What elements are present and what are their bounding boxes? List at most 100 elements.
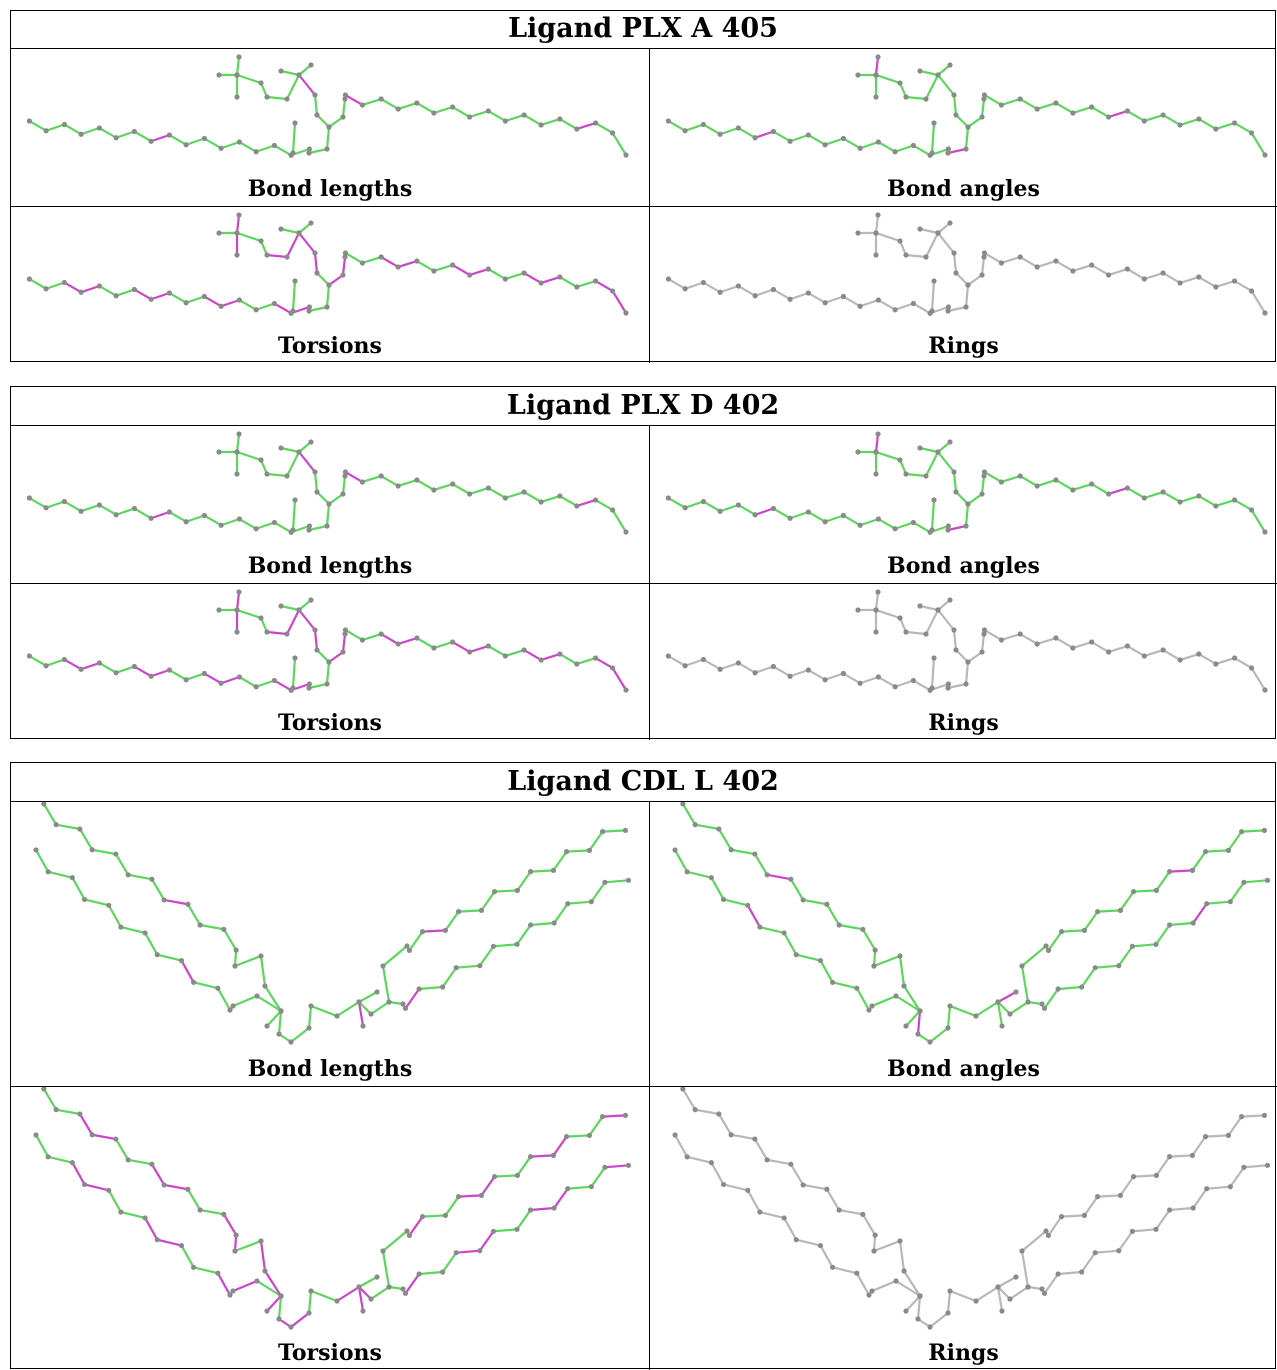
atom [502,276,508,282]
atom [1204,901,1210,907]
atom [557,116,563,122]
atom [910,300,916,307]
atom [752,851,758,857]
atom [1025,999,1031,1005]
atom [1043,943,1049,949]
atom [945,523,951,529]
bond [35,1134,50,1158]
atom [43,505,49,511]
bond [156,953,182,962]
atom [770,505,776,512]
atom [931,655,937,661]
bond [894,302,914,311]
atom [113,293,119,299]
atom [326,659,332,665]
bond [273,521,292,534]
atom [931,278,937,284]
bond [316,114,330,128]
atom [998,479,1005,485]
atom [860,926,866,932]
bond [1133,889,1157,893]
atom [935,230,941,236]
atom [557,274,563,280]
bond [277,1010,283,1035]
bond [919,69,939,77]
bond [930,280,936,312]
atom [1196,116,1202,122]
atom [817,957,824,964]
atom [973,1298,979,1304]
bond [1162,272,1181,284]
atom [720,896,727,903]
atom [264,629,270,635]
bond [919,446,939,454]
atom [623,687,629,693]
atom [113,670,119,676]
bond [873,954,901,968]
atom [1166,1154,1173,1160]
bond [937,222,951,234]
atom [395,106,401,112]
bond [232,1279,258,1293]
atom [442,927,449,933]
bond [199,923,225,931]
atom [602,1164,608,1170]
bond [55,823,81,831]
bond [63,658,82,671]
bond [98,127,117,139]
bond [1162,114,1181,126]
bond [310,1004,338,1018]
bond [1095,964,1119,969]
bond [487,487,506,499]
bond [444,1195,460,1217]
atom [314,112,320,118]
atom [215,1270,221,1276]
atom [805,667,811,673]
bond [1072,482,1092,492]
atom [910,519,916,526]
atom [414,477,420,483]
atom [292,655,298,661]
bond [684,281,704,290]
bond [487,645,506,657]
bond [611,509,627,533]
atom [927,1324,933,1330]
bond [523,114,542,126]
atom [450,262,456,268]
bond [559,276,578,288]
bond [877,518,896,530]
atom [836,1207,842,1213]
bond [397,478,418,488]
bond [232,994,258,1008]
atom [903,471,909,477]
bond [433,263,453,273]
bond [1091,106,1110,118]
bond [1243,1164,1268,1169]
atom [897,615,903,621]
bond [452,106,471,118]
atom [1129,943,1136,949]
bond [1234,280,1253,292]
bond [336,1001,360,1017]
bond [540,652,561,662]
bond [47,1155,73,1164]
atom [278,1293,284,1299]
bond [567,1185,592,1190]
atom [183,677,189,683]
bond [1108,109,1128,119]
bond [168,511,187,523]
atom [342,631,348,637]
bond [919,227,939,235]
atom [324,523,330,529]
atom [538,280,544,286]
bond [838,1208,864,1216]
atom [1189,1152,1196,1158]
bond [552,1135,568,1157]
bond [737,127,756,139]
atom [551,1205,557,1211]
bond [433,640,453,650]
bond [493,943,518,948]
bond [28,497,47,509]
bond [150,878,166,901]
bond [824,672,844,681]
